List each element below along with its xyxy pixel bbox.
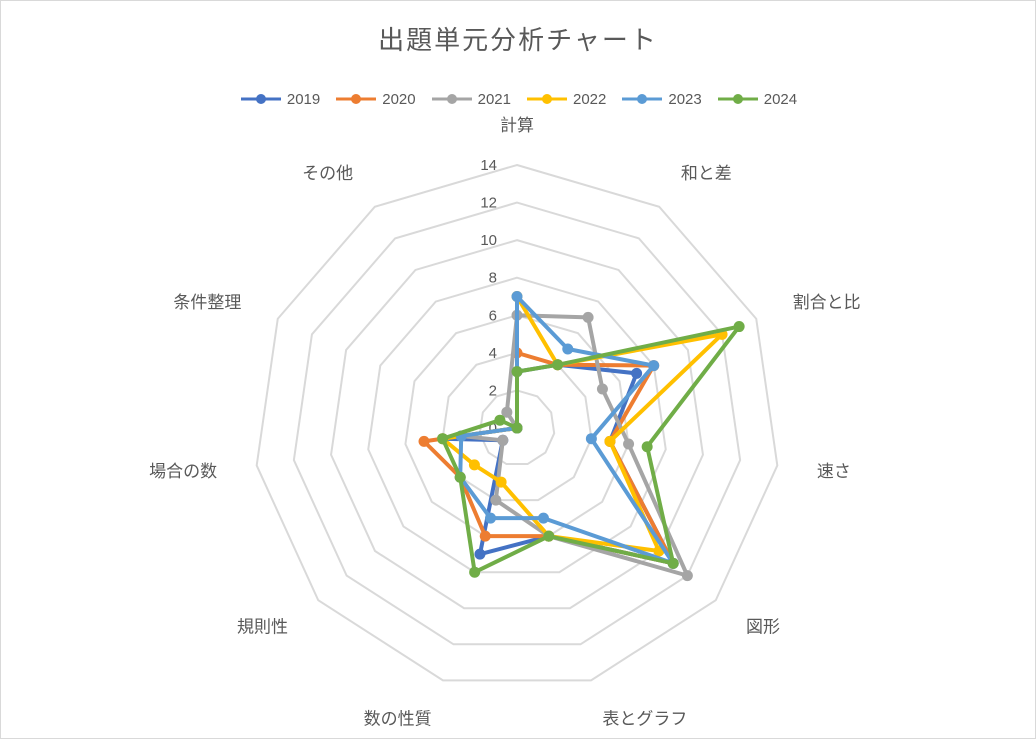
legend-label-2019: 2019 bbox=[286, 90, 321, 108]
category-label: その他 bbox=[302, 164, 353, 184]
series-point-2024 bbox=[552, 359, 564, 371]
category-label: 図形 bbox=[746, 617, 780, 637]
legend-label-2021: 2021 bbox=[477, 90, 511, 108]
legend-swatch-2021 bbox=[431, 94, 472, 104]
tick-label-14: 14 bbox=[480, 157, 497, 174]
tick-label-4: 4 bbox=[489, 345, 497, 362]
legend-item-2021[interactable]: 2021 bbox=[430, 91, 511, 108]
series-point-2023 bbox=[537, 512, 549, 524]
legend-item-2024[interactable]: 2024 bbox=[716, 91, 797, 108]
legend-label-2024: 2024 bbox=[763, 90, 798, 108]
category-label: 場合の数 bbox=[149, 462, 217, 482]
series-point-2023 bbox=[511, 291, 523, 302]
tick-label-8: 8 bbox=[489, 270, 497, 287]
series-point-2023 bbox=[485, 512, 497, 524]
series-point-2024 bbox=[641, 441, 653, 453]
tick-label-12: 12 bbox=[480, 195, 497, 212]
legend-label-2022: 2022 bbox=[573, 90, 607, 108]
legend-label-2023: 2023 bbox=[668, 90, 702, 108]
category-label: 計算 bbox=[500, 116, 534, 136]
series-point-2022 bbox=[495, 476, 507, 488]
series-point-2024 bbox=[511, 422, 523, 434]
legend-item-2019[interactable]: 2019 bbox=[239, 91, 320, 108]
category-label: 和と差 bbox=[681, 164, 732, 184]
legend-swatch-2022 bbox=[527, 94, 567, 104]
grid-ring bbox=[478, 389, 556, 466]
series-point-2022 bbox=[604, 435, 616, 447]
legend-swatch-2019 bbox=[240, 94, 281, 104]
series-point-2023 bbox=[562, 343, 574, 355]
series-point-2024 bbox=[454, 471, 466, 483]
series-point-2021 bbox=[497, 434, 509, 446]
series-point-2021 bbox=[596, 383, 608, 395]
category-label: 条件整理 bbox=[173, 293, 241, 313]
series-point-2024 bbox=[494, 414, 506, 426]
tick-label-0: 0 bbox=[489, 420, 497, 437]
series-point-2024 bbox=[469, 566, 481, 578]
series-point-2024 bbox=[511, 366, 523, 378]
category-label: 数の性質 bbox=[364, 710, 432, 730]
series-point-2021 bbox=[623, 438, 635, 450]
series-point-2019 bbox=[474, 548, 486, 560]
series-point-2024 bbox=[437, 433, 449, 445]
category-label: 割合と比 bbox=[793, 293, 861, 313]
category-label: 規則性 bbox=[237, 617, 288, 637]
legend-item-2022[interactable]: 2022 bbox=[525, 91, 606, 108]
series-point-2023 bbox=[585, 433, 597, 445]
series-point-2020 bbox=[418, 435, 430, 447]
legend-swatch-2023 bbox=[622, 94, 663, 104]
series-point-2019 bbox=[631, 367, 643, 379]
series-point-2021 bbox=[582, 311, 594, 323]
grid-ring bbox=[330, 239, 704, 610]
chart-title: 出題単元分析チャート bbox=[378, 26, 658, 56]
grid-ring bbox=[367, 276, 667, 574]
series-point-2021 bbox=[501, 406, 513, 418]
category-label: 速さ bbox=[817, 462, 851, 482]
tick-label-6: 6 bbox=[489, 307, 497, 324]
legend-swatch-2024 bbox=[717, 94, 758, 104]
series-point-2024 bbox=[733, 321, 745, 333]
grid-ring bbox=[292, 201, 742, 646]
legend-label-2020: 2020 bbox=[382, 90, 416, 108]
legend-item-2023[interactable]: 2023 bbox=[620, 90, 702, 108]
legend-swatch-2020 bbox=[336, 94, 377, 104]
series-point-2021 bbox=[681, 570, 693, 582]
series-point-2021 bbox=[490, 494, 502, 506]
tick-label-2: 2 bbox=[489, 382, 497, 399]
tick-label-10: 10 bbox=[480, 232, 497, 249]
legend: 2019 2020 2021 2022 2023 2024 bbox=[0, 88, 1036, 110]
category-label: 表とグラフ bbox=[602, 710, 687, 730]
series-point-2022 bbox=[468, 459, 480, 471]
grid-ring bbox=[255, 163, 779, 682]
series-point-2023 bbox=[648, 360, 660, 372]
series-point-2024 bbox=[667, 557, 679, 569]
series-point-2020 bbox=[479, 530, 491, 542]
legend-item-2020[interactable]: 2020 bbox=[334, 90, 416, 108]
series-point-2024 bbox=[543, 530, 555, 542]
